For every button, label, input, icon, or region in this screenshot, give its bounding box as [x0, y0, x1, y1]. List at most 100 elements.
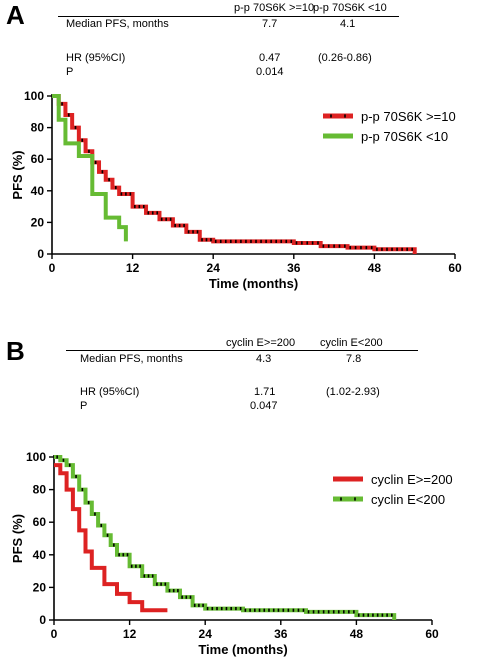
chart-a-series-0-censor-mark	[396, 247, 398, 251]
chart-a-series-0-censor-mark	[344, 244, 346, 248]
chart-a-series-0-censor-mark	[192, 230, 194, 234]
chart-a-series-0-censor-mark	[411, 247, 413, 251]
chart-a-series-0-censor-mark	[230, 239, 232, 243]
chart-b-series-1-censor-mark	[386, 613, 388, 617]
panel-b-table-rule	[66, 350, 418, 351]
chart-a-series-0-censor-mark	[138, 205, 141, 209]
chart-b-series-1-censor-mark	[75, 474, 77, 479]
chart-a-series-0-censor-mark	[338, 244, 341, 248]
chart-b-y-tick-label: 80	[33, 483, 47, 497]
chart-b-series-1-censor-mark	[87, 501, 90, 505]
chart-b-legend-label-1: cyclin E<200	[371, 492, 445, 507]
chart-b-series-1-censor-mark	[177, 589, 179, 593]
chart-b-series-1-censor-mark	[292, 608, 295, 612]
chart-a-x-tick-label: 48	[368, 261, 382, 275]
panel-b-row-median-v1: 4.3	[256, 353, 272, 365]
chart-a: 0 20 40 60 80 100 0 12 24 36 48 60 Time (months) PFS …	[10, 89, 462, 291]
chart-a-legend-swatch-mark-0	[344, 114, 346, 118]
chart-b-series-1-censor-mark	[193, 603, 196, 607]
chart-a-series-0-censor-mark	[311, 241, 314, 245]
chart-b-series-1-censor-mark	[272, 608, 275, 612]
chart-a-series-0-censor-mark	[210, 238, 212, 242]
chart-b-x-tick-label: 0	[51, 627, 58, 641]
chart-b-series-1-censor-mark	[181, 595, 183, 599]
chart-b-series-1-censor-mark	[343, 610, 345, 614]
chart-a-series-0-censor-mark	[295, 241, 298, 245]
chart-b-series-1-censor-mark	[118, 553, 120, 557]
chart-a-series-0-censor-mark	[306, 241, 309, 245]
chart-a-series-0-censor-mark	[147, 211, 150, 215]
chart-b-series-1-censor-mark	[258, 608, 261, 612]
panel-b-letter: B	[6, 336, 25, 366]
chart-b-series-1-censor-mark	[297, 608, 300, 612]
chart-b-series-1-censor-mark	[168, 589, 171, 593]
chart-b-series-1-censor-mark	[156, 582, 158, 586]
chart-b-series-1-censor-mark	[367, 613, 370, 617]
chart-b-series-1-censor-mark	[185, 595, 188, 599]
chart-b-series-1-censor-mark	[81, 488, 84, 492]
chart-a-series-0-censor-mark	[270, 239, 272, 243]
chart-b-series-1-censor-mark	[164, 582, 167, 586]
panel-a-row-median-label: Median PFS, months	[66, 18, 169, 30]
chart-b-series-1-censor-mark	[348, 610, 350, 614]
chart-a-series-0-censor-mark	[67, 113, 70, 117]
chart-a-series-0-censor-mark	[322, 244, 325, 248]
chart-a-y-tick-label: 80	[31, 121, 45, 135]
panel-b-row-median-v2: 7.8	[346, 353, 362, 365]
chart-a-series-0-censor-mark	[101, 170, 104, 174]
chart-a-series-0-censor-mark	[94, 160, 97, 164]
chart-b-series-1-censor-mark	[302, 608, 305, 612]
chart-a-y-tick-label: 0	[37, 247, 44, 261]
chart-a-series-0-censor-mark	[214, 239, 217, 243]
chart-b-series-1-censor-mark	[268, 608, 270, 612]
chart-a-series-0-censor-mark	[156, 211, 159, 215]
chart-b-series-1-censor-mark	[230, 606, 232, 611]
chart-b-x-tick-label: 48	[350, 627, 364, 641]
panel-b-row-p-label: P	[80, 400, 88, 412]
chart-b-series-1-censor-mark	[189, 595, 192, 599]
chart-b-series-1-censor-mark	[113, 543, 115, 547]
chart-a-y-tick-label: 100	[24, 89, 44, 103]
panel-a-row-hr-label: HR (95%CI)	[66, 52, 126, 64]
chart-b-x-tick-label: 12	[123, 627, 137, 641]
chart-a-y-axis-title: PFS (%)	[10, 150, 25, 199]
chart-a-y-tick-label: 40	[31, 184, 45, 198]
chart-b-series-1-censor-mark	[254, 608, 256, 612]
chart-a-series-0-censor-mark	[391, 247, 393, 251]
chart-a-series-0-censor-mark	[260, 239, 262, 243]
panel-a-col2-header: p-p 70S6K <10	[313, 2, 387, 14]
chart-b-series-1-censor-mark	[216, 606, 218, 611]
chart-a-series-0-censor-mark	[134, 205, 136, 209]
chart-b-series-1-censor-mark	[139, 564, 141, 568]
chart-b-series-0-line	[54, 463, 168, 613]
chart-b-y-tick-label: 0	[39, 613, 46, 627]
chart-a-series-0-censor-mark	[370, 246, 373, 250]
chart-a-series-0-censor-mark	[125, 192, 127, 196]
chart-a-series-0-censor-mark	[360, 246, 362, 250]
chart-a-series-0-censor-mark	[108, 178, 110, 182]
chart-b-series-1-censor-mark	[263, 608, 266, 612]
chart-a-series-0-censor-mark	[205, 238, 208, 242]
chart-b-series-1-censor-mark	[220, 606, 223, 611]
chart-a-series-0-censor-mark	[285, 239, 288, 243]
chart-a-series-0-censor-mark	[235, 239, 237, 243]
chart-b-x-tick-label: 60	[425, 627, 439, 641]
chart-b-series-1-censor-mark	[151, 574, 154, 578]
chart-b-series-1-censor-mark	[307, 610, 310, 614]
chart-b-series-1-censor-mark	[68, 463, 71, 467]
chart-b-series-1-censor-mark	[225, 606, 228, 611]
chart-a-series-0-censor-mark	[327, 244, 330, 248]
chart-b-series-1-censor-mark	[332, 610, 335, 614]
chart-a-series-0-censor-mark	[115, 186, 117, 190]
panel-a-row-median-v1: 7.7	[262, 18, 278, 30]
panel-b-row-hr-v2: (1.02-2.93)	[326, 386, 380, 398]
chart-a-series-0-censor-mark	[275, 239, 277, 243]
panel-b-row-median-label: Median PFS, months	[80, 353, 183, 365]
chart-b-y-tick-label: 40	[33, 548, 47, 562]
chart-b-x-tick-label: 36	[274, 627, 288, 641]
chart-a-y-tick-label: 60	[31, 152, 45, 166]
chart-a-legend-label-0: p-p 70S6K >=10	[361, 109, 456, 124]
chart-a-series-0-censor-mark	[196, 230, 199, 234]
panel-b-row-p-v1: 0.047	[250, 400, 278, 412]
chart-b-series-1-censor-mark	[244, 608, 247, 612]
